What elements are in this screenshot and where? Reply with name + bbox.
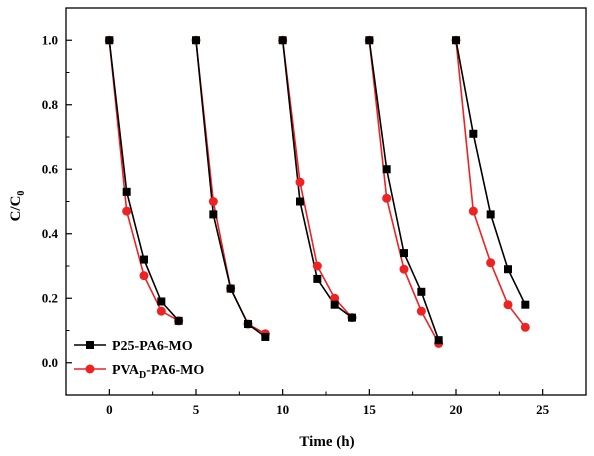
data-point [486, 210, 495, 219]
data-point [416, 306, 426, 316]
data-point [296, 197, 304, 206]
data-point [417, 287, 426, 296]
data-point [486, 258, 496, 268]
legend-label-pvad-rest: -PA6-MO [146, 363, 204, 378]
x-axis-ticks: 0 5 10 15 20 25 [65, 389, 587, 417]
data-point [139, 271, 149, 281]
data-point [244, 320, 252, 329]
y-tick-label: 0.4 [42, 226, 59, 241]
data-point [469, 129, 478, 138]
y-tick-label: 0.6 [42, 161, 59, 176]
data-point [399, 264, 409, 274]
data-point [122, 187, 131, 196]
data-point [382, 193, 392, 203]
x-tick-label: 20 [450, 402, 463, 417]
legend-marker-p25 [86, 341, 94, 349]
legend-label-pvad: PVAD-PA6-MO [112, 363, 204, 381]
legend: P25-PA6-MO PVAD-PA6-MO [74, 339, 204, 381]
data-point [105, 36, 114, 45]
y-tick-label: 0.8 [42, 97, 59, 112]
data-point [330, 300, 339, 309]
data-point [312, 261, 322, 271]
legend-marker-pvad [85, 364, 95, 374]
data-point [330, 293, 340, 303]
data-point [278, 36, 287, 45]
x-axis-title: Time (h) [299, 434, 354, 450]
data-point [400, 249, 408, 258]
data-point [174, 316, 183, 325]
y-tick-label: 1.0 [42, 32, 58, 47]
data-point [504, 265, 512, 274]
series-line [368, 40, 440, 341]
data-point [122, 206, 132, 216]
data-point [434, 336, 443, 345]
data-point [365, 36, 374, 45]
y-axis-ticks: 0.0 0.2 0.4 0.6 0.8 1.0 [42, 32, 72, 370]
legend-label-pvad-main: PVA [112, 363, 140, 378]
data-point [157, 297, 166, 306]
data-point [208, 197, 218, 206]
data-point [313, 274, 322, 283]
data-point [468, 206, 478, 216]
x-tick-label: 5 [193, 402, 200, 417]
y-tick-label: 0.0 [42, 355, 58, 370]
data-point [209, 210, 218, 219]
x-tick-label: 15 [363, 402, 377, 417]
data-point [140, 255, 148, 264]
y-tick-label: 0.2 [42, 290, 58, 305]
data-point [156, 306, 166, 316]
series-line [368, 40, 440, 344]
data-point [348, 313, 356, 322]
y-axis-title: C/C0 [8, 191, 27, 222]
series-layer [104, 35, 530, 348]
data-point [521, 300, 530, 309]
data-point [295, 177, 305, 187]
x-tick-label: 10 [276, 402, 289, 417]
x-tick-label: 25 [536, 402, 550, 417]
y-axis-title-main: C/C [8, 196, 24, 222]
data-point [226, 284, 235, 293]
legend-label-pvad-subscript: D [139, 370, 146, 381]
plot-frame [65, 7, 587, 396]
x-tick-label: 0 [106, 402, 113, 417]
data-point [452, 36, 460, 45]
legend-label-p25: P25-PA6-MO [112, 339, 193, 354]
y-axis-title-subscript: 0 [16, 191, 27, 196]
data-point [382, 165, 391, 174]
data-point [503, 300, 513, 310]
data-point [261, 332, 270, 341]
data-point [520, 322, 530, 332]
data-point [192, 36, 200, 45]
